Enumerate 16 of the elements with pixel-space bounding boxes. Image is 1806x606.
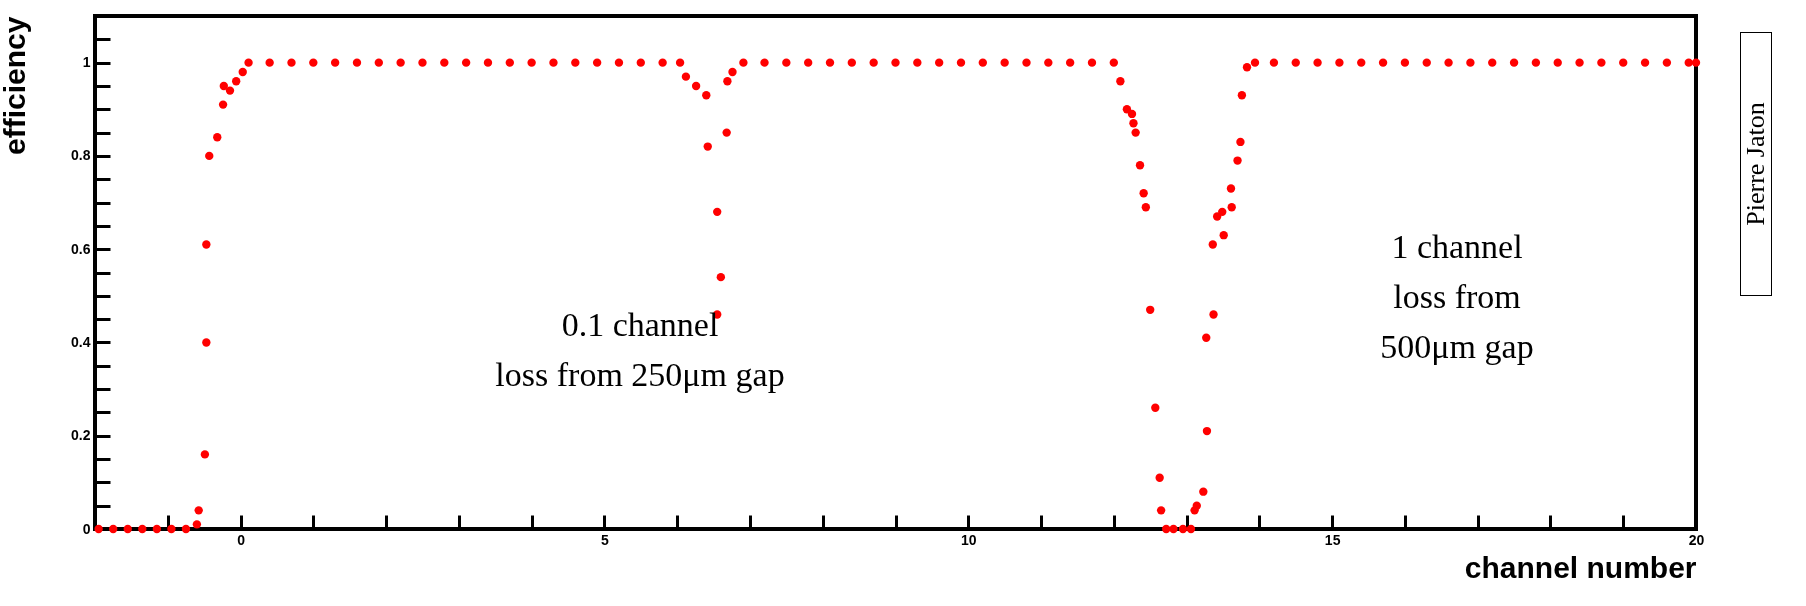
- y-tick-label: 0.8: [71, 147, 91, 164]
- x-tick-label: 15: [1324, 531, 1341, 548]
- x-tick-label: 20: [1688, 531, 1705, 548]
- y-axis-title: efficiency: [0, 16, 32, 155]
- y-tick-label: 0.6: [71, 240, 91, 257]
- text: Pierre Jaton: [1741, 102, 1771, 226]
- x-axis-title: channel number: [1464, 550, 1697, 584]
- y-tick-label: 1: [82, 54, 91, 71]
- y-tick-label: 0.4: [71, 333, 91, 350]
- x-tick-label: 10: [960, 531, 977, 548]
- x-tick-label: 5: [601, 531, 610, 548]
- y-tick-label: 0.2: [71, 427, 91, 444]
- y-tick-label: 0: [82, 520, 91, 537]
- x-tick-label: 0: [237, 531, 246, 548]
- annotation: 1 channel loss from 500μm gap: [1380, 227, 1534, 367]
- annotation: 0.1 channel loss from 250μm gap: [495, 305, 785, 395]
